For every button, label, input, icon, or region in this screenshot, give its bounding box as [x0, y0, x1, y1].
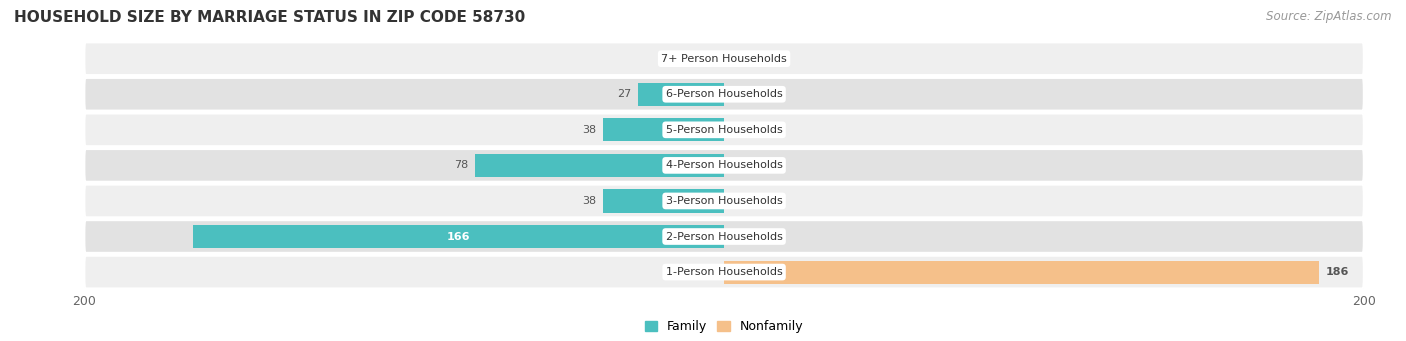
Text: 7+ Person Households: 7+ Person Households: [661, 54, 787, 64]
Text: 0: 0: [731, 232, 738, 241]
Text: HOUSEHOLD SIZE BY MARRIAGE STATUS IN ZIP CODE 58730: HOUSEHOLD SIZE BY MARRIAGE STATUS IN ZIP…: [14, 10, 526, 25]
Text: 2-Person Households: 2-Person Households: [665, 232, 783, 241]
Bar: [724, 261, 1319, 284]
Text: 0: 0: [731, 196, 738, 206]
Text: 0: 0: [710, 54, 717, 64]
FancyBboxPatch shape: [84, 256, 1364, 288]
Text: 78: 78: [454, 160, 468, 170]
Text: 38: 38: [582, 196, 596, 206]
Text: Source: ZipAtlas.com: Source: ZipAtlas.com: [1267, 10, 1392, 23]
FancyBboxPatch shape: [84, 149, 1364, 182]
Text: 6-Person Households: 6-Person Households: [665, 89, 783, 99]
Text: 0: 0: [731, 54, 738, 64]
Legend: Family, Nonfamily: Family, Nonfamily: [640, 315, 808, 338]
Bar: [638, 83, 724, 106]
Text: 38: 38: [582, 125, 596, 135]
Text: 0: 0: [731, 160, 738, 170]
Text: 166: 166: [447, 232, 471, 241]
Bar: [603, 118, 724, 142]
Text: 27: 27: [617, 89, 631, 99]
FancyBboxPatch shape: [84, 220, 1364, 253]
Text: 3-Person Households: 3-Person Households: [665, 196, 783, 206]
Text: 0: 0: [710, 267, 717, 277]
Text: 1-Person Households: 1-Person Households: [665, 267, 783, 277]
Text: 0: 0: [731, 125, 738, 135]
Bar: [603, 189, 724, 212]
FancyBboxPatch shape: [84, 114, 1364, 146]
Text: 4-Person Households: 4-Person Households: [665, 160, 783, 170]
FancyBboxPatch shape: [84, 42, 1364, 75]
Text: 186: 186: [1326, 267, 1348, 277]
FancyBboxPatch shape: [84, 78, 1364, 110]
Bar: [475, 154, 724, 177]
Text: 5-Person Households: 5-Person Households: [665, 125, 783, 135]
Text: 0: 0: [731, 89, 738, 99]
Bar: [193, 225, 724, 248]
FancyBboxPatch shape: [84, 184, 1364, 217]
